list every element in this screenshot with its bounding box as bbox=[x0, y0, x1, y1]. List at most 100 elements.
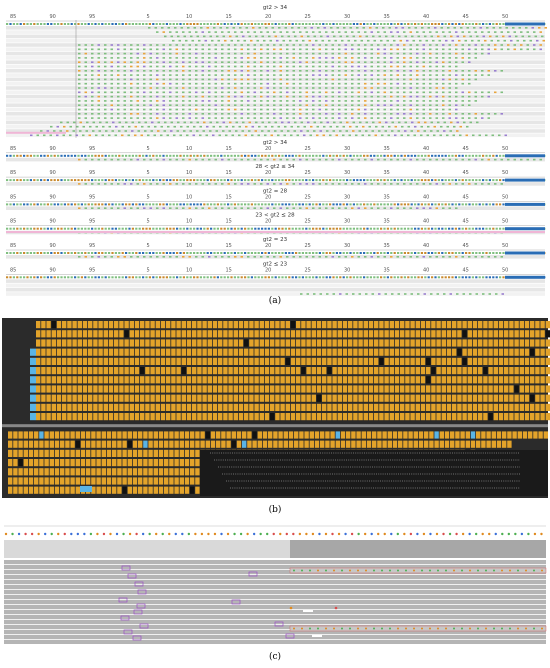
ref-base bbox=[111, 227, 114, 230]
read-base bbox=[149, 70, 152, 72]
read-block bbox=[418, 431, 424, 439]
read-base bbox=[422, 70, 425, 72]
read-base bbox=[234, 91, 237, 94]
read-block bbox=[273, 440, 278, 448]
pink-marker bbox=[6, 131, 66, 134]
read-base bbox=[151, 121, 154, 124]
read-base bbox=[422, 31, 425, 33]
read-block bbox=[158, 440, 164, 448]
read-base bbox=[312, 61, 315, 63]
read-block bbox=[186, 339, 192, 347]
read-block bbox=[174, 477, 179, 485]
read-block bbox=[117, 449, 122, 457]
ref-base bbox=[499, 154, 502, 157]
read-block bbox=[34, 449, 39, 457]
read-block bbox=[545, 367, 550, 375]
read-base bbox=[104, 52, 107, 55]
ref-base bbox=[53, 23, 56, 25]
ref-base bbox=[407, 252, 410, 254]
read-block bbox=[190, 431, 195, 439]
read-base bbox=[247, 31, 250, 33]
ruler-endbar bbox=[505, 202, 545, 206]
read-base bbox=[244, 134, 247, 137]
read-base bbox=[448, 108, 451, 111]
read-block bbox=[49, 468, 54, 476]
read-block bbox=[44, 449, 49, 457]
read-block bbox=[420, 403, 426, 411]
ref-base bbox=[437, 227, 440, 230]
read-base bbox=[188, 207, 191, 209]
ref-base bbox=[182, 154, 185, 157]
read-base bbox=[156, 78, 159, 81]
read-block bbox=[197, 413, 202, 421]
ref-base bbox=[172, 276, 175, 279]
read-block bbox=[150, 357, 155, 365]
ref-base bbox=[420, 179, 423, 182]
read-base bbox=[414, 27, 417, 29]
read-base bbox=[169, 31, 172, 33]
read-block bbox=[332, 376, 337, 384]
read-block bbox=[467, 321, 472, 329]
read-base bbox=[188, 158, 191, 161]
read-base bbox=[212, 125, 215, 128]
read-block bbox=[184, 477, 190, 485]
read-block bbox=[197, 357, 202, 365]
read-base bbox=[130, 52, 133, 55]
ref-base bbox=[465, 276, 468, 279]
ref-base bbox=[349, 179, 352, 182]
read-base bbox=[381, 125, 384, 128]
read-block bbox=[112, 449, 117, 457]
read-base bbox=[409, 78, 412, 81]
ref-base bbox=[213, 252, 216, 254]
read-base bbox=[359, 35, 362, 38]
read-block bbox=[124, 348, 129, 356]
ref-base bbox=[121, 179, 124, 182]
read-base bbox=[461, 57, 464, 59]
ref-base bbox=[380, 23, 383, 25]
read-base bbox=[117, 117, 120, 119]
read-base bbox=[299, 108, 302, 111]
read-block bbox=[62, 413, 67, 421]
read-base bbox=[416, 108, 419, 111]
ref-base bbox=[142, 276, 145, 279]
ref-base bbox=[186, 179, 189, 182]
read-base bbox=[357, 256, 360, 258]
read-block bbox=[306, 321, 311, 329]
read-base bbox=[292, 48, 295, 51]
ref-base bbox=[295, 179, 298, 182]
read-block bbox=[483, 413, 488, 421]
read-base bbox=[56, 125, 59, 128]
read-base bbox=[292, 104, 295, 106]
read-base bbox=[430, 130, 433, 132]
ref-base bbox=[220, 203, 223, 206]
ref-base bbox=[308, 252, 311, 254]
read-base bbox=[105, 121, 108, 124]
ref-base bbox=[437, 276, 440, 279]
ref-base bbox=[400, 227, 403, 230]
read-base bbox=[351, 91, 354, 94]
read-block bbox=[342, 321, 348, 329]
ref-base bbox=[261, 179, 264, 182]
ref-base bbox=[448, 252, 451, 254]
read-block bbox=[212, 394, 218, 402]
read-block bbox=[202, 394, 207, 402]
read-block bbox=[504, 348, 509, 356]
ref-base bbox=[451, 179, 454, 182]
ref-base bbox=[213, 23, 216, 25]
ref-base bbox=[373, 276, 376, 279]
read-base bbox=[505, 27, 508, 29]
read-block bbox=[117, 486, 122, 494]
read-base bbox=[426, 134, 429, 137]
ref-base bbox=[223, 23, 226, 25]
read-block bbox=[426, 376, 431, 384]
read-block bbox=[106, 477, 112, 485]
read-block bbox=[124, 330, 129, 338]
read-base bbox=[78, 44, 81, 46]
read-base bbox=[520, 31, 523, 33]
read-base bbox=[344, 31, 347, 33]
read-base bbox=[390, 256, 393, 258]
read-block bbox=[512, 431, 517, 439]
read-base bbox=[50, 125, 53, 128]
read-base bbox=[108, 134, 111, 137]
